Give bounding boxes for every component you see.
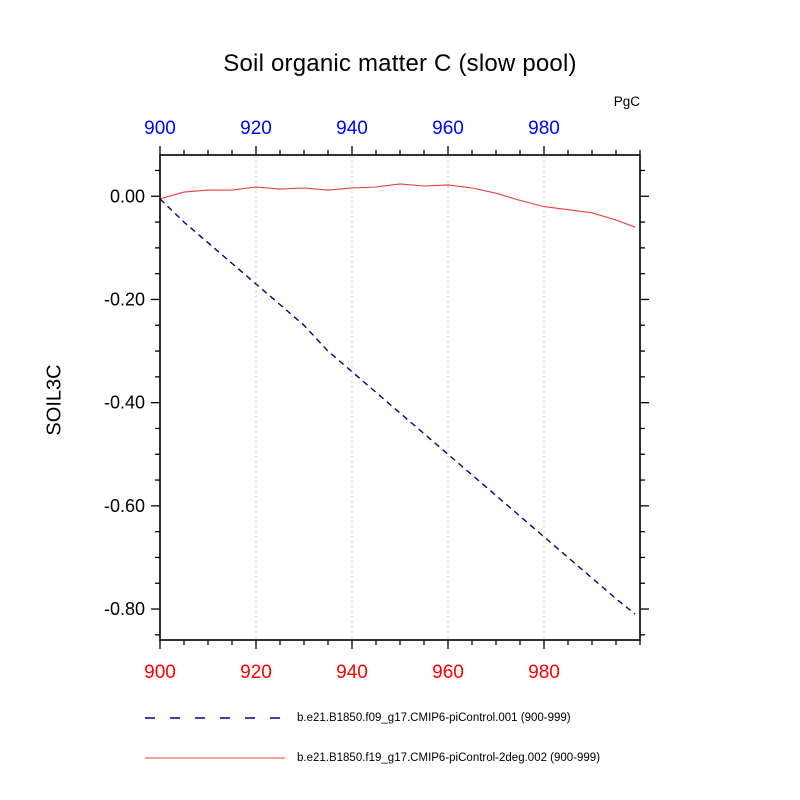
series-line-2 <box>159 183 636 228</box>
x-tick-label-top: 940 <box>336 118 368 139</box>
legend-sample-solid <box>145 757 285 759</box>
x-tick-label-bottom: 920 <box>240 662 272 683</box>
x-tick-label-top: 900 <box>144 118 176 139</box>
legend-item-2: b.e21.B1850.f19_g17.CMIP6-piControl-2deg… <box>145 752 600 764</box>
units-label: PgC <box>613 94 640 109</box>
y-tick-label: 0.00 <box>110 186 145 206</box>
plot-frame <box>159 154 641 641</box>
y-tick-label: -0.40 <box>104 393 145 413</box>
legend-label-2: b.e21.B1850.f19_g17.CMIP6-piControl-2deg… <box>297 752 601 764</box>
x-tick-label-bottom: 980 <box>528 662 560 683</box>
chart-title: Soil organic matter C (slow pool) <box>223 50 577 77</box>
y-tick-label: -0.80 <box>104 599 145 619</box>
x-tick-label-top: 980 <box>528 118 560 139</box>
y-tick-label: -0.60 <box>104 496 145 516</box>
legend-sample-dashed <box>145 717 285 719</box>
series-line-1 <box>159 198 636 615</box>
y-tick-label: -0.20 <box>104 289 145 309</box>
x-tick-label-top: 960 <box>432 118 464 139</box>
x-tick-label-top: 920 <box>240 118 272 139</box>
y-axis-title: SOIL3C <box>43 364 66 436</box>
legend-label-1: b.e21.B1850.f09_g17.CMIP6-piControl.001 … <box>297 712 571 724</box>
x-tick-label-bottom: 940 <box>336 662 368 683</box>
x-tick-label-bottom: 900 <box>144 662 176 683</box>
x-tick-label-bottom: 960 <box>432 662 464 683</box>
legend-item-1: b.e21.B1850.f09_g17.CMIP6-piControl.001 … <box>145 712 571 724</box>
